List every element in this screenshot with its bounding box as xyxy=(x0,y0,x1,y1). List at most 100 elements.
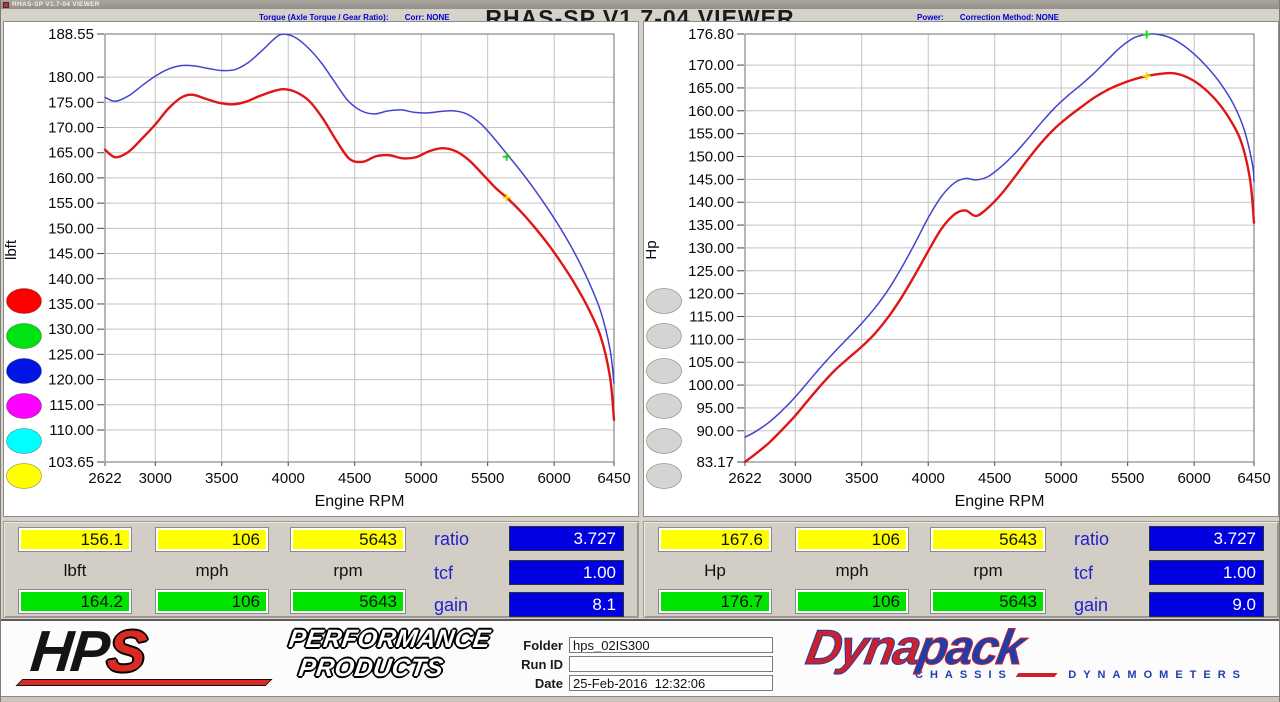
run-legend-circle-6[interactable] xyxy=(6,463,42,489)
svg-text:130.00: 130.00 xyxy=(48,321,94,338)
svg-text:4500: 4500 xyxy=(338,470,371,487)
run-legend-circle-3[interactable] xyxy=(6,358,42,384)
svg-text:3000: 3000 xyxy=(139,470,172,487)
torque-chart-panel: 188.55 180.00 175.00 170.00 165.00 160.00 155.… xyxy=(3,21,639,517)
gain-value: 8.1 xyxy=(509,592,624,617)
hps-logo: HPS PERFORMANCE PRODUCTS xyxy=(13,619,492,693)
svg-text:155.00: 155.00 xyxy=(688,126,734,143)
run-legend-circle-3[interactable] xyxy=(646,358,682,384)
hps-swoosh-graphic xyxy=(15,679,273,686)
tcf-value: 1.00 xyxy=(1149,560,1264,585)
svg-text:160.00: 160.00 xyxy=(688,103,734,120)
power-peak-rpm: 5643 xyxy=(930,589,1046,614)
run-legend-circle-1[interactable] xyxy=(6,288,42,314)
svg-text:103.65: 103.65 xyxy=(48,454,94,471)
power-peak-mph: 106 xyxy=(795,589,909,614)
svg-text:3500: 3500 xyxy=(205,470,238,487)
runid-input[interactable] xyxy=(569,656,773,672)
folder-input[interactable] xyxy=(569,637,773,653)
svg-text:6450: 6450 xyxy=(597,470,630,487)
ratio-label: ratio xyxy=(1074,529,1110,549)
svg-text:176.80: 176.80 xyxy=(688,26,734,43)
run-legend-circle-2[interactable] xyxy=(646,323,682,349)
dynapack-dyna-text: Dyna xyxy=(802,621,924,676)
run-legend-circle-2[interactable] xyxy=(6,323,42,349)
run-legend-circle-4[interactable] xyxy=(6,393,42,419)
hps-s-text: S xyxy=(104,619,148,684)
unit-label-mph: mph xyxy=(195,561,229,580)
gain-label: gain xyxy=(434,595,469,615)
power-chart-panel: 176.80 170.00 165.00 160.00 155.00 150.00 145.… xyxy=(643,21,1279,517)
svg-text:145.00: 145.00 xyxy=(48,246,94,263)
svg-text:155.00: 155.00 xyxy=(48,195,94,212)
torque-header-label: Torque (Axle Torque / Gear Ratio): xyxy=(259,13,389,22)
run-legend-circle-4[interactable] xyxy=(646,393,682,419)
svg-text:125.00: 125.00 xyxy=(688,263,734,280)
run-legend-circle-1[interactable] xyxy=(646,288,682,314)
gain-label: gain xyxy=(1074,595,1109,615)
power-live-hp: 167.6 xyxy=(658,527,772,552)
unit-label-hp: Hp xyxy=(704,561,726,580)
main-title: RHAS-SP V1.7-04 VIEWER xyxy=(485,8,795,22)
hps-letters: HPS xyxy=(28,619,148,684)
svg-text:145.00: 145.00 xyxy=(688,171,734,188)
power-live-rpm: 5643 xyxy=(930,527,1046,552)
torque-readout-panel: 156.1 106 5643 lbft mph rpm 164.2 106 56… xyxy=(3,521,639,618)
svg-text:100.00: 100.00 xyxy=(688,377,734,394)
power-peak-hp: 176.7 xyxy=(658,589,772,614)
torque-chart: 188.55 180.00 175.00 170.00 165.00 160.00 155.… xyxy=(4,26,631,510)
svg-text:135.00: 135.00 xyxy=(688,217,734,234)
power-readout-panel: 167.6 106 5643 Hp mph rpm 176.7 106 5643… xyxy=(643,521,1279,618)
svg-text:170.00: 170.00 xyxy=(688,57,734,74)
dynapack-logo: Dynapack CHASSIS DYNAMOMETERS xyxy=(802,621,1247,682)
unit-label-rpm: rpm xyxy=(333,561,363,580)
ratio-value: 3.727 xyxy=(509,526,624,551)
footer: HPS PERFORMANCE PRODUCTS Folder Run ID D… xyxy=(1,619,1279,696)
power-panel-header: Power: Correction Method: NONE xyxy=(917,13,1059,22)
svg-text:2622: 2622 xyxy=(728,470,761,487)
runid-row: Run ID xyxy=(501,656,773,672)
tcf-value: 1.00 xyxy=(509,560,624,585)
dynapack-chassis-text: CHASSIS xyxy=(915,669,1013,681)
folder-label: Folder xyxy=(523,637,563,653)
date-input[interactable] xyxy=(569,675,773,691)
power-corr-label: Correction Method: NONE xyxy=(959,13,1060,22)
y-axis-label: lbft xyxy=(4,239,20,260)
svg-text:180.00: 180.00 xyxy=(48,69,94,86)
ratio-value: 3.727 xyxy=(1149,526,1264,551)
svg-text:4000: 4000 xyxy=(272,470,305,487)
torque-peak-mph: 106 xyxy=(155,589,269,614)
svg-text:125.00: 125.00 xyxy=(48,346,94,363)
svg-text:6000: 6000 xyxy=(537,470,570,487)
dynapack-pack-text: pack xyxy=(914,621,1028,676)
run-legend-circle-6[interactable] xyxy=(646,463,682,489)
svg-text:105.00: 105.00 xyxy=(688,354,734,371)
torque-panel-header: Torque (Axle Torque / Gear Ratio): Corr:… xyxy=(259,13,450,22)
power-chart: 176.80 170.00 165.00 160.00 155.00 150.00 145.… xyxy=(644,26,1271,510)
x-axis-label: Engine RPM xyxy=(315,493,405,510)
run-legend-circle-5[interactable] xyxy=(6,428,42,454)
svg-text:130.00: 130.00 xyxy=(688,240,734,257)
corrected-torque-curve xyxy=(104,33,615,384)
measured-torque-curve xyxy=(103,87,616,422)
svg-text:83.17: 83.17 xyxy=(696,454,734,471)
ratio-label: ratio xyxy=(434,529,470,549)
svg-text:5000: 5000 xyxy=(1045,470,1078,487)
run-legend-circle-5[interactable] xyxy=(646,428,682,454)
svg-text:165.00: 165.00 xyxy=(48,145,94,162)
titlebar-title: RHAS-SP V1.7-04 VIEWER xyxy=(12,1,100,8)
torque-live-rpm: 5643 xyxy=(290,527,406,552)
svg-text:175.00: 175.00 xyxy=(48,94,94,111)
window-bottom-edge xyxy=(1,696,1279,702)
svg-text:3500: 3500 xyxy=(845,470,878,487)
tcf-label: tcf xyxy=(434,563,454,583)
svg-text:3000: 3000 xyxy=(779,470,812,487)
cursor-marker xyxy=(502,152,511,161)
unit-label-rpm: rpm xyxy=(973,561,1003,580)
runid-label: Run ID xyxy=(521,656,563,672)
svg-text:115.00: 115.00 xyxy=(49,397,94,414)
svg-text:2622: 2622 xyxy=(88,470,121,487)
torque-peak-rpm: 5643 xyxy=(290,589,406,614)
svg-text:135.00: 135.00 xyxy=(48,296,94,313)
